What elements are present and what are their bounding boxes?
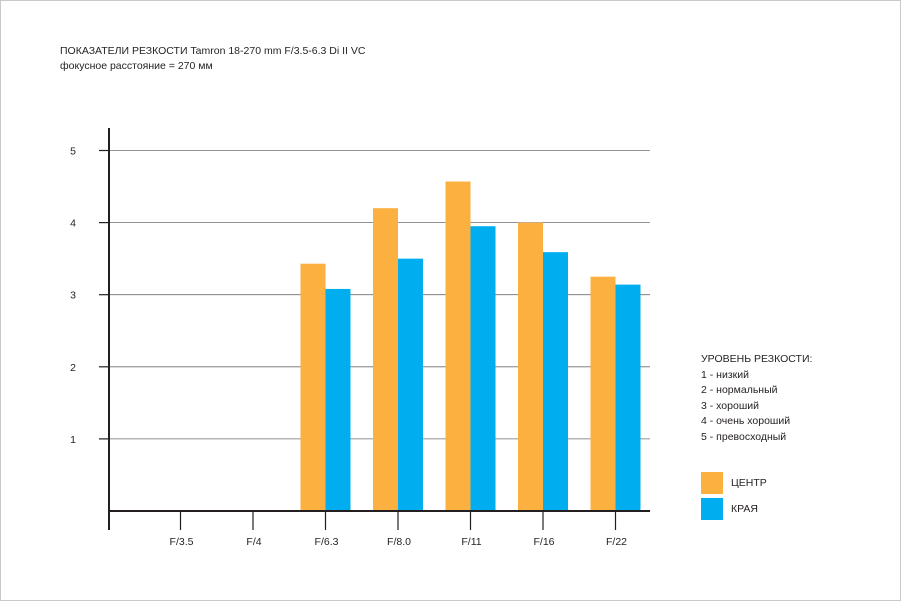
bar-center-F/22 bbox=[590, 276, 616, 511]
scale-item-2: 2 - нормальный bbox=[701, 384, 778, 396]
legend-item-edges: КРАЯ bbox=[701, 497, 767, 521]
ytick-label-1: 1 bbox=[70, 434, 76, 446]
xtick-label-F/8.0: F/8.0 bbox=[387, 536, 411, 548]
bar-center-F/11 bbox=[445, 181, 471, 512]
legend-label-edges: КРАЯ bbox=[731, 503, 759, 515]
sharpness-scale-legend: УРОВЕНЬ РЕЗКОСТИ: 1 - низкий 2 - нормаль… bbox=[701, 352, 812, 445]
chart-title: ПОКАЗАТЕЛИ РЕЗКОСТИ Tamron 18-270 mm F/3… bbox=[60, 44, 365, 74]
bar-edges-F/11 bbox=[470, 226, 496, 511]
legend-swatch-edges bbox=[701, 498, 723, 520]
ytick-label-4: 4 bbox=[70, 218, 76, 230]
bar-edges-F/22 bbox=[615, 284, 641, 511]
legend-label-center: ЦЕНТР bbox=[731, 477, 767, 489]
scale-item-3: 3 - хороший bbox=[701, 399, 759, 412]
bar-center-F/6.3 bbox=[300, 263, 326, 511]
ytick-label-3: 3 bbox=[70, 290, 76, 302]
bar-edges-F/6.3 bbox=[325, 288, 351, 511]
ytick-label-2: 2 bbox=[70, 362, 76, 374]
bar-edges-F/8.0 bbox=[398, 258, 423, 511]
legend-swatch-center bbox=[701, 472, 723, 494]
scale-item-1: 1 - низкий bbox=[701, 368, 749, 381]
bar-center-F/16 bbox=[518, 222, 543, 511]
xtick-label-F/4: F/4 bbox=[246, 536, 261, 548]
title-line-2: фокусное расстояние = 270 мм bbox=[60, 60, 213, 72]
xtick-label-F/22: F/22 bbox=[606, 536, 627, 548]
ytick-label-5: 5 bbox=[70, 146, 76, 158]
xtick-label-F/6.3: F/6.3 bbox=[315, 536, 339, 548]
bar-center-F/8.0 bbox=[373, 208, 398, 511]
scale-heading: УРОВЕНЬ РЕЗКОСТИ: bbox=[701, 353, 813, 365]
title-line-1: ПОКАЗАТЕЛИ РЕЗКОСТИ Tamron 18-270 mm F/3… bbox=[60, 45, 366, 57]
scale-item-4: 4 - очень хороший bbox=[701, 415, 791, 427]
xtick-label-F/11: F/11 bbox=[461, 536, 481, 548]
bar-edges-F/16 bbox=[543, 252, 568, 511]
series-legend: ЦЕНТР КРАЯ bbox=[701, 471, 767, 523]
scale-item-5: 5 - превосходный bbox=[701, 430, 787, 443]
xtick-label-F/16: F/16 bbox=[533, 536, 554, 548]
xtick-label-F/3.5: F/3.5 bbox=[170, 536, 194, 548]
legend-item-center: ЦЕНТР bbox=[701, 471, 767, 495]
